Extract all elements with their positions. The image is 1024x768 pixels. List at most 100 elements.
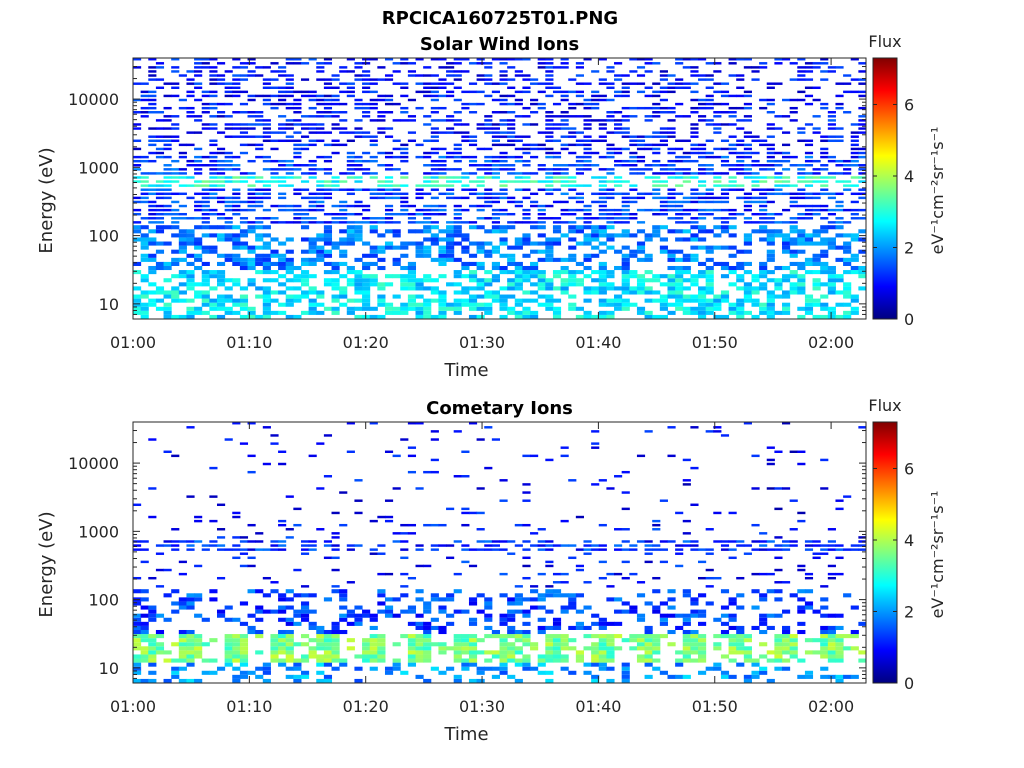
spectrogram-cell [155, 180, 165, 183]
spectrogram-cell [224, 94, 233, 98]
spectrogram-cell [178, 151, 187, 155]
spectrogram-cell [453, 123, 462, 126]
spectrogram-cell [835, 180, 844, 183]
spectrogram-cell [575, 139, 584, 143]
spectrogram-cell [827, 111, 836, 114]
spectrogram-cell [232, 111, 241, 114]
spectrogram-cell [682, 172, 691, 175]
spectrogram-cell [178, 241, 187, 246]
spectrogram-cell [713, 294, 722, 299]
spectrogram-cell [812, 208, 821, 212]
spectrogram-cell [270, 221, 279, 224]
spectrogram-cell [400, 282, 409, 287]
spectrogram-cell [491, 164, 500, 167]
spectrogram-cell [468, 298, 478, 303]
spectrogram-cell [743, 164, 752, 167]
spectrogram-cell [759, 540, 768, 543]
spectrogram-cell [476, 192, 485, 196]
spectrogram-cell [392, 487, 401, 490]
spectrogram-cell [652, 233, 661, 238]
spectrogram-cell [629, 164, 638, 167]
spectrogram-cell [812, 298, 821, 303]
spectrogram-cell [339, 212, 348, 216]
spectrogram-cell [148, 617, 157, 622]
spectrogram-cell [560, 143, 569, 147]
spectrogram-cell [659, 237, 668, 242]
spectrogram-cell [522, 642, 531, 647]
spectrogram-cell [850, 298, 859, 303]
spectrogram-cell [308, 196, 317, 200]
spectrogram-cell [530, 241, 539, 246]
spectrogram-cell [530, 532, 539, 535]
spectrogram-cell [675, 172, 684, 175]
spectrogram-cell [591, 245, 600, 250]
spectrogram-cell [247, 422, 256, 425]
spectrogram-cell [652, 298, 661, 303]
spectrogram-cell [484, 290, 493, 295]
spectrogram-cell [843, 221, 852, 224]
spectrogram-cell [614, 286, 623, 291]
spectrogram-cell [499, 540, 508, 543]
spectrogram-cell [400, 302, 409, 307]
spectrogram-cell [453, 168, 462, 171]
spectrogram-cell [247, 70, 256, 73]
spectrogram-cell [583, 646, 592, 651]
spectrogram-cell [239, 74, 249, 77]
spectrogram-cell [743, 646, 752, 651]
spectrogram-cell [629, 155, 638, 159]
spectrogram-cell [201, 544, 210, 547]
spectrogram-cell [850, 310, 859, 315]
spectrogram-cell [759, 200, 768, 204]
spectrogram-cell [843, 310, 852, 315]
spectrogram-cell [316, 670, 325, 675]
spectrogram-cell [514, 221, 523, 224]
spectrogram-cell [476, 62, 485, 65]
spectrogram-cell [766, 540, 775, 543]
spectrogram-cell [812, 168, 821, 171]
spectrogram-cell [759, 572, 768, 576]
spectrogram-cell [804, 302, 814, 307]
spectrogram-cell [682, 278, 691, 283]
spectrogram-cell [690, 233, 699, 238]
spectrogram-cell [491, 666, 500, 671]
spectrogram-cell [751, 176, 760, 179]
spectrogram-cell [163, 294, 172, 299]
spectrogram-cell [232, 208, 241, 212]
spectrogram-cell [789, 654, 798, 659]
spectrogram-cell [239, 265, 249, 271]
spectrogram-cell [782, 548, 791, 551]
spectrogram-cell [675, 217, 684, 220]
spectrogram-cell [178, 629, 187, 635]
spectrogram-cell [736, 634, 745, 639]
spectrogram-cell [430, 188, 439, 191]
spectrogram-cell [621, 674, 630, 679]
spectrogram-cell [652, 115, 661, 118]
spectrogram-cell [629, 168, 638, 171]
spectrogram-cell [148, 302, 157, 307]
spectrogram-cell [270, 589, 279, 594]
spectrogram-cell [194, 155, 203, 159]
spectrogram-cell [675, 221, 684, 224]
spectrogram-cell [552, 646, 562, 651]
spectrogram-cell [827, 674, 836, 679]
spectrogram-cell [636, 658, 646, 663]
spectrogram-cell [835, 66, 844, 69]
spectrogram-cell [133, 646, 142, 651]
spectrogram-cell [415, 654, 424, 659]
spectrogram-cell [598, 286, 607, 291]
spectrogram-cell [194, 593, 203, 598]
spectrogram-cell [568, 601, 577, 606]
spectrogram-cell [743, 422, 752, 425]
spectrogram-cell [644, 208, 653, 212]
spectrogram-cell [644, 674, 653, 679]
spectrogram-cell [216, 115, 226, 118]
spectrogram-cell [820, 552, 829, 555]
spectrogram-cell [782, 540, 791, 543]
spectrogram-cell [247, 111, 256, 114]
spectrogram-cell [743, 176, 752, 179]
spectrogram-cell [774, 638, 783, 643]
spectrogram-cell [698, 294, 707, 299]
spectrogram-cell [606, 585, 615, 588]
spectrogram-cell [392, 168, 401, 171]
spectrogram-cell [316, 233, 325, 238]
